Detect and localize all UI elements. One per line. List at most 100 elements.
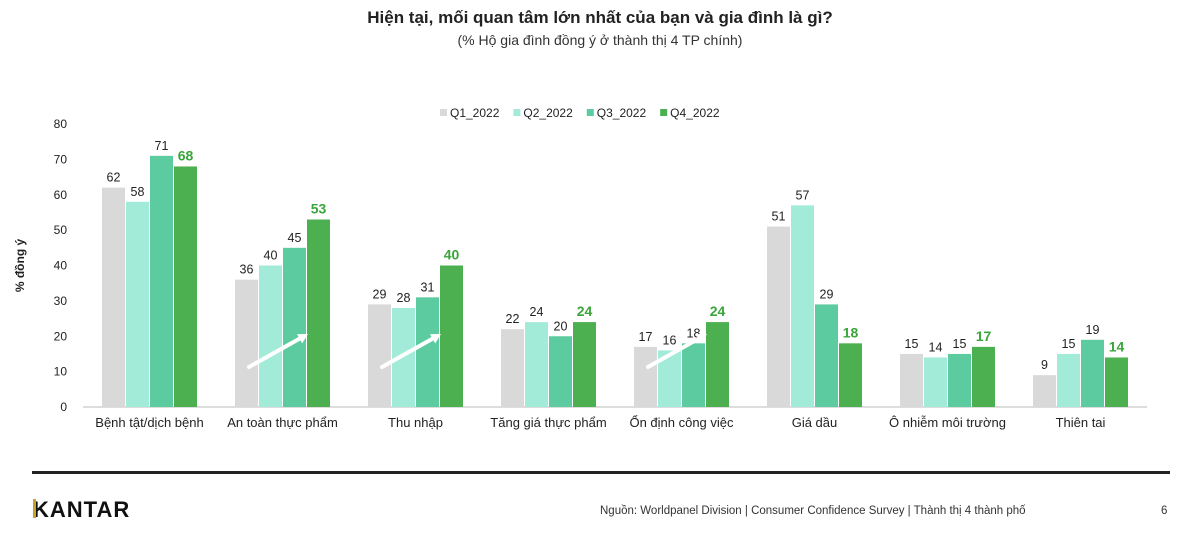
bar-an-toan-thuc-pham-q3-2022: [283, 247, 306, 407]
data-label-benh-tat-dich-benh-q4-2022: 68: [178, 147, 194, 163]
data-label-tang-gia-thuc-pham-q3-2022: 20: [554, 319, 568, 333]
legend-swatch-q2-2022: [513, 109, 521, 116]
bar-o-nhiem-moi-truong-q2-2022: [924, 357, 947, 407]
bar-o-nhiem-moi-truong-q4-2022: [972, 346, 995, 407]
data-label-on-dinh-cong-viec-q2-2022: 16: [663, 333, 677, 347]
data-label-thien-tai-q1-2022: 9: [1041, 358, 1048, 372]
bar-o-nhiem-moi-truong-q1-2022: [900, 353, 923, 407]
data-label-thu-nhap-q2-2022: 28: [397, 291, 411, 305]
bar-tang-gia-thuc-pham-q4-2022: [573, 322, 596, 407]
category-label-o-nhiem-moi-truong: Ô nhiễm môi trường: [889, 415, 1006, 430]
bar-gia-dau-q1-2022: [767, 226, 790, 407]
trend-arrow-on-dinh-cong-viec: [646, 335, 703, 369]
trend-arrow-head-an-toan-thuc-pham: [297, 334, 308, 344]
y-tick-label: 70: [54, 152, 68, 166]
category-label-tang-gia-thuc-pham: Tăng giá thực phẩm: [490, 415, 606, 430]
bar-chart: 0 10 20 30 40 50 60 70 80 % đồng ý Q1_2022 Q2_2022 Q…: [13, 106, 1147, 430]
bar-gia-dau-q3-2022: [815, 304, 838, 407]
bar-thien-tai-q1-2022: [1033, 375, 1056, 407]
y-tick-label: 80: [54, 117, 68, 131]
bar-thu-nhap-q4-2022: [440, 265, 463, 407]
chart-title: Hiện tại, mối quan tâm lớn nhất của bạn …: [367, 8, 833, 27]
data-label-tang-gia-thuc-pham-q2-2022: 24: [530, 305, 544, 319]
y-tick-label: 20: [54, 329, 68, 343]
data-label-gia-dau-q3-2022: 29: [820, 287, 834, 301]
data-label-benh-tat-dich-benh-q3-2022: 71: [155, 139, 169, 153]
data-label-gia-dau-q4-2022: 18: [843, 324, 859, 340]
data-label-tang-gia-thuc-pham-q4-2022: 24: [577, 303, 593, 319]
data-label-an-toan-thuc-pham-q4-2022: 53: [311, 201, 327, 217]
data-label-gia-dau-q1-2022: 51: [772, 210, 786, 224]
legend-label-q4-2022: Q4_2022: [670, 106, 720, 120]
data-label-o-nhiem-moi-truong-q2-2022: 14: [929, 340, 943, 354]
data-label-tang-gia-thuc-pham-q1-2022: 22: [506, 312, 520, 326]
bar-on-dinh-cong-viec-q4-2022: [706, 322, 729, 407]
bar-benh-tat-dich-benh-q3-2022: [150, 155, 173, 407]
bar-benh-tat-dich-benh-q2-2022: [126, 201, 149, 407]
bar-an-toan-thuc-pham-q1-2022: [235, 279, 258, 407]
data-label-an-toan-thuc-pham-q3-2022: 45: [288, 231, 302, 245]
bar-tang-gia-thuc-pham-q2-2022: [525, 322, 548, 407]
bar-tang-gia-thuc-pham-q3-2022: [549, 336, 572, 407]
bar-gia-dau-q4-2022: [839, 343, 862, 407]
data-label-thien-tai-q2-2022: 15: [1062, 337, 1076, 351]
trend-arrow-thu-nhap: [380, 335, 437, 369]
bar-thien-tai-q3-2022: [1081, 339, 1104, 407]
data-label-o-nhiem-moi-truong-q3-2022: 15: [953, 337, 967, 351]
data-label-thu-nhap-q3-2022: 31: [421, 280, 435, 294]
data-label-on-dinh-cong-viec-q3-2022: 18: [687, 326, 701, 340]
data-label-benh-tat-dich-benh-q1-2022: 62: [107, 171, 121, 185]
y-tick-label: 0: [60, 400, 67, 414]
bar-thien-tai-q4-2022: [1105, 357, 1128, 407]
data-label-thien-tai-q3-2022: 19: [1086, 323, 1100, 337]
legend-label-q1-2022: Q1_2022: [450, 106, 500, 120]
legend-swatch-q1-2022: [440, 109, 447, 116]
page-number: 6: [1161, 505, 1168, 517]
category-label-an-toan-thuc-pham: An toàn thực phẩm: [227, 415, 338, 430]
trend-arrow-head-on-dinh-cong-viec: [696, 334, 707, 344]
legend-label-q3-2022: Q3_2022: [597, 106, 647, 120]
bar-benh-tat-dich-benh-q4-2022: [174, 166, 197, 407]
bar-gia-dau-q2-2022: [791, 205, 814, 407]
data-label-o-nhiem-moi-truong-q1-2022: 15: [905, 337, 919, 351]
data-label-on-dinh-cong-viec-q1-2022: 17: [639, 330, 653, 344]
data-label-an-toan-thuc-pham-q2-2022: 40: [264, 249, 278, 263]
y-tick-label: 30: [54, 294, 68, 308]
trend-arrow-an-toan-thuc-pham: [247, 335, 304, 369]
y-tick-label: 60: [54, 188, 68, 202]
data-label-thu-nhap-q4-2022: 40: [444, 247, 460, 263]
bar-o-nhiem-moi-truong-q3-2022: [948, 353, 971, 407]
trend-arrow-head-thu-nhap: [430, 334, 441, 344]
y-tick-label: 50: [54, 223, 68, 237]
data-label-thien-tai-q4-2022: 14: [1109, 338, 1125, 354]
bar-on-dinh-cong-viec-q2-2022: [658, 350, 681, 407]
bar-on-dinh-cong-viec-q1-2022: [634, 346, 657, 407]
data-label-gia-dau-q2-2022: 57: [796, 188, 810, 202]
data-label-on-dinh-cong-viec-q4-2022: 24: [710, 303, 726, 319]
data-label-benh-tat-dich-benh-q2-2022: 58: [131, 185, 145, 199]
y-axis-title: % đồng ý: [13, 239, 27, 293]
legend-swatch-q4-2022: [660, 109, 668, 116]
y-tick-label: 40: [54, 259, 68, 273]
category-label-thien-tai: Thiên tai: [1056, 415, 1106, 430]
bar-benh-tat-dich-benh-q1-2022: [102, 187, 125, 407]
data-label-thu-nhap-q1-2022: 29: [373, 287, 387, 301]
data-label-an-toan-thuc-pham-q1-2022: 36: [240, 263, 254, 277]
kantar-logo: KANTAR: [33, 497, 131, 522]
bar-thu-nhap-q1-2022: [368, 304, 391, 407]
bar-thu-nhap-q2-2022: [392, 307, 415, 407]
source-note: Nguồn: Worldpanel Division | Consumer Co…: [600, 505, 1026, 517]
footer-divider: [32, 471, 1170, 474]
legend-label-q2-2022: Q2_2022: [523, 106, 573, 120]
category-label-on-dinh-cong-viec: Ổn định công việc: [629, 415, 734, 430]
category-label-thu-nhap: Thu nhập: [388, 415, 443, 430]
bar-thu-nhap-q3-2022: [416, 297, 439, 407]
bar-thien-tai-q2-2022: [1057, 353, 1080, 407]
category-label-benh-tat-dich-benh: Bệnh tật/dịch bệnh: [95, 415, 203, 430]
y-tick-label: 10: [54, 365, 68, 379]
data-label-o-nhiem-moi-truong-q4-2022: 17: [976, 328, 992, 344]
legend-swatch-q3-2022: [586, 109, 594, 116]
bar-an-toan-thuc-pham-q4-2022: [307, 219, 330, 407]
bar-on-dinh-cong-viec-q3-2022: [682, 343, 705, 407]
bar-tang-gia-thuc-pham-q1-2022: [501, 329, 524, 407]
